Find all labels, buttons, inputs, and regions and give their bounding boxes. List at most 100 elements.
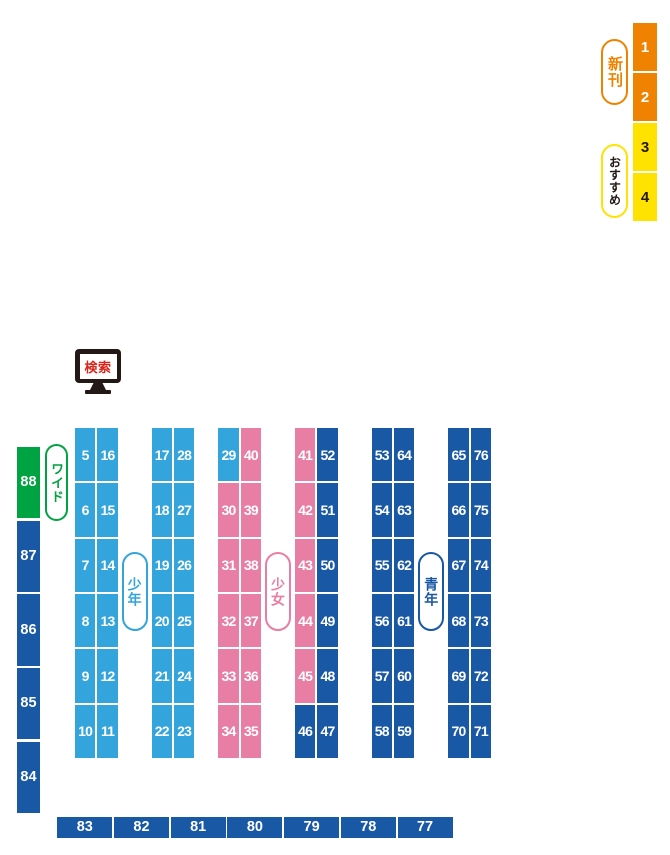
shelf-cell-52: 52 — [317, 428, 338, 482]
wide-section-label: ワイド — [45, 444, 68, 521]
shelf-cell-36: 36 — [240, 649, 261, 703]
shelf-cell-47: 47 — [317, 704, 338, 758]
shelf-cell-86: 86 — [17, 594, 40, 666]
shelf-cell-69: 69 — [448, 649, 469, 703]
monitor-stand — [90, 383, 106, 390]
shelf-cell-59: 59 — [394, 704, 415, 758]
shelf-cell-15: 15 — [97, 483, 118, 537]
new-release-label: 新刊 — [601, 39, 628, 105]
shelf-cell-57: 57 — [371, 649, 392, 703]
shelf-cell-87: 87 — [17, 520, 40, 592]
shelf-cell-61: 61 — [394, 594, 415, 648]
search-kiosk-label: 検索 — [79, 353, 117, 379]
shelf-cell-25: 25 — [174, 594, 195, 648]
genre-label-3: 青年 — [418, 552, 445, 631]
shelf-cell-56: 56 — [371, 594, 392, 648]
shelf-cell-7: 7 — [75, 538, 96, 592]
shelf-cell-63: 63 — [394, 483, 415, 537]
shelf-cell-83: 83 — [57, 817, 113, 838]
shelf-cell-74: 74 — [470, 538, 491, 592]
legend-slot-2: 2 — [633, 73, 657, 121]
shelf-cell-39: 39 — [240, 483, 261, 537]
shelf-cell-26: 26 — [174, 538, 195, 592]
shelf-cell-18: 18 — [151, 483, 172, 537]
shelf-cell-79: 79 — [284, 817, 340, 838]
shelf-cell-55: 55 — [371, 538, 392, 592]
shelf-cell-66: 66 — [448, 483, 469, 537]
shelf-cell-82: 82 — [114, 817, 169, 838]
shelf-cell-44: 44 — [295, 594, 316, 648]
shelf-cell-71: 71 — [470, 704, 491, 758]
shelf-cell-21: 21 — [151, 649, 172, 703]
monitor-icon: 検索 — [75, 349, 121, 383]
shelf-cell-50: 50 — [317, 538, 338, 592]
shelf-cell-42: 42 — [295, 483, 316, 537]
shelf-cell-19: 19 — [151, 538, 172, 592]
shelf-cell-31: 31 — [218, 538, 239, 592]
shelf-cell-88: 88 — [17, 447, 40, 519]
shelf-cell-80: 80 — [227, 817, 283, 838]
shelf-cell-24: 24 — [174, 649, 195, 703]
shelf-cell-67: 67 — [448, 538, 469, 592]
shelf-cell-76: 76 — [470, 428, 491, 482]
shelf-cell-37: 37 — [240, 594, 261, 648]
shelf-cell-48: 48 — [317, 649, 338, 703]
shelf-cell-38: 38 — [240, 538, 261, 592]
shelf-cell-75: 75 — [470, 483, 491, 537]
shelf-cell-41: 41 — [295, 428, 316, 482]
shelf-cell-28: 28 — [174, 428, 195, 482]
shelf-cell-43: 43 — [295, 538, 316, 592]
shelf-cell-49: 49 — [317, 594, 338, 648]
shelf-cell-14: 14 — [97, 538, 118, 592]
shelf-cell-81: 81 — [170, 817, 226, 838]
shelf-cell-8: 8 — [75, 594, 96, 648]
monitor-base — [85, 390, 111, 394]
shelf-cell-20: 20 — [151, 594, 172, 648]
shelf-cell-32: 32 — [218, 594, 239, 648]
shelf-cell-22: 22 — [151, 704, 172, 758]
shelf-cell-64: 64 — [394, 428, 415, 482]
shelf-cell-13: 13 — [97, 594, 118, 648]
genre-label-2: 少女 — [265, 552, 291, 631]
shelf-cell-6: 6 — [75, 483, 96, 537]
shelf-cell-46: 46 — [295, 704, 316, 758]
shelf-cell-5: 5 — [75, 428, 96, 482]
shelf-cell-78: 78 — [340, 817, 396, 838]
shelf-cell-34: 34 — [218, 704, 239, 758]
shelf-cell-40: 40 — [240, 428, 261, 482]
recommended-label: おすすめ — [601, 144, 628, 218]
search-kiosk-icon: 検索 — [75, 349, 121, 395]
shelf-cell-12: 12 — [97, 649, 118, 703]
shelf-cell-45: 45 — [295, 649, 316, 703]
shelf-cell-84: 84 — [17, 741, 40, 813]
shelf-cell-23: 23 — [174, 704, 195, 758]
shelf-cell-10: 10 — [75, 704, 96, 758]
shelf-cell-85: 85 — [17, 668, 40, 740]
shelf-cell-29: 29 — [218, 428, 239, 482]
legend-slot-4: 4 — [633, 173, 657, 221]
shelf-cell-60: 60 — [394, 649, 415, 703]
shelf-cell-11: 11 — [97, 704, 118, 758]
shelf-cell-70: 70 — [448, 704, 469, 758]
shelf-cell-27: 27 — [174, 483, 195, 537]
shelf-cell-16: 16 — [97, 428, 118, 482]
legend-slot-1: 1 — [633, 23, 657, 71]
genre-label-1: 少年 — [121, 552, 148, 631]
shelf-cell-51: 51 — [317, 483, 338, 537]
shelf-cell-9: 9 — [75, 649, 96, 703]
shelf-cell-17: 17 — [151, 428, 172, 482]
shelf-cell-58: 58 — [371, 704, 392, 758]
shelf-cell-53: 53 — [371, 428, 392, 482]
shelf-cell-65: 65 — [448, 428, 469, 482]
shelf-cell-72: 72 — [470, 649, 491, 703]
shelf-cell-30: 30 — [218, 483, 239, 537]
shelf-cell-35: 35 — [240, 704, 261, 758]
shelf-cell-68: 68 — [448, 594, 469, 648]
shelf-cell-77: 77 — [397, 817, 453, 838]
shelf-cell-73: 73 — [470, 594, 491, 648]
shelf-cell-62: 62 — [394, 538, 415, 592]
shelf-cell-54: 54 — [371, 483, 392, 537]
legend-slot-3: 3 — [633, 123, 657, 171]
shelf-cell-33: 33 — [218, 649, 239, 703]
